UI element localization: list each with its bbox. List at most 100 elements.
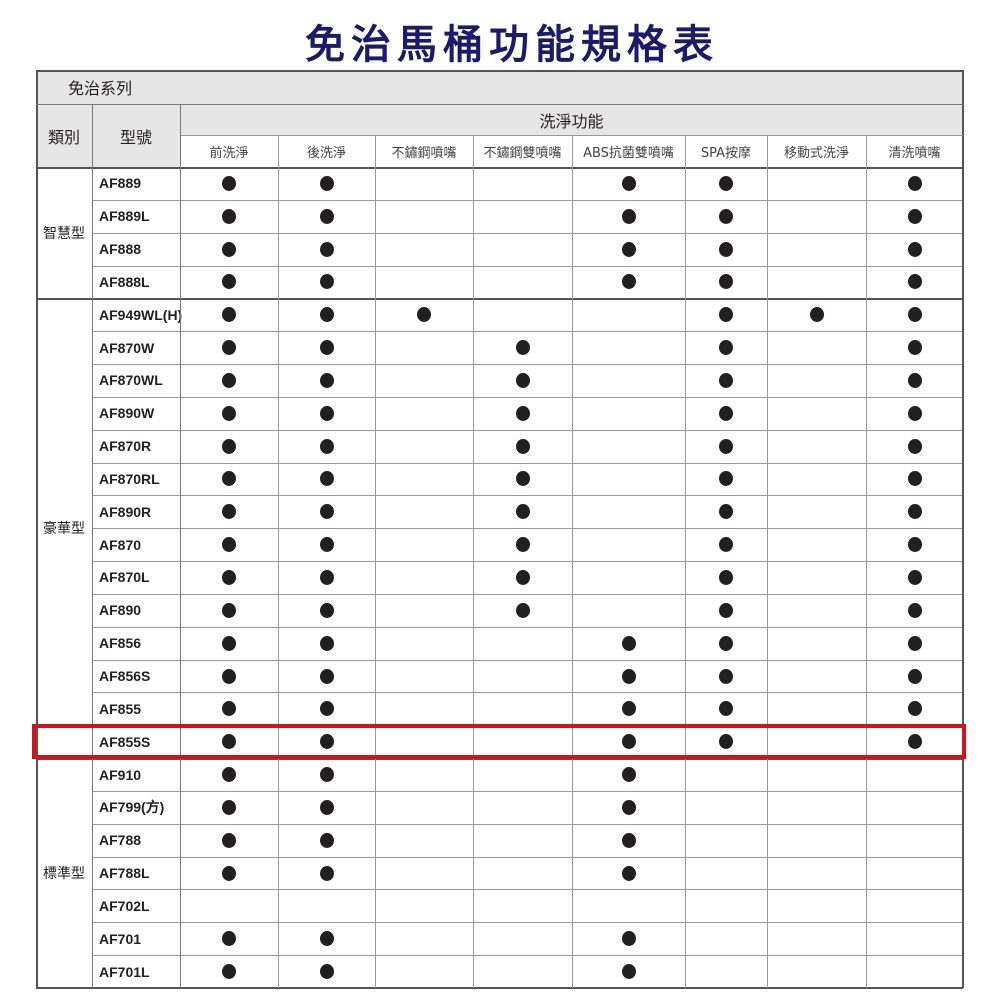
feature-cell	[767, 955, 866, 988]
feature-cell	[180, 955, 278, 988]
feature-dot-icon	[719, 175, 733, 191]
feature-cell	[572, 594, 685, 627]
feature-dot-icon	[222, 372, 236, 388]
feature-cell	[866, 889, 963, 922]
feature-dot-icon	[907, 405, 922, 421]
feature-dot-icon	[621, 175, 636, 191]
feature-header: 不鏽鋼雙噴嘴	[483, 145, 562, 161]
feature-cell	[278, 824, 375, 857]
feature-dot-icon	[719, 504, 733, 520]
feature-cell	[473, 397, 572, 430]
feature-dot-icon	[621, 668, 636, 684]
feature-dot-icon	[515, 504, 530, 520]
feature-dot-icon	[319, 734, 334, 750]
feature-cell	[685, 266, 767, 299]
feature-cell	[473, 791, 572, 824]
feature-dot-icon	[417, 307, 431, 323]
model-header: 型號	[92, 104, 180, 167]
feature-cell	[572, 331, 685, 364]
feature-cell	[685, 528, 767, 561]
feature-cell	[767, 922, 866, 955]
feature-dot-icon	[809, 307, 824, 323]
feature-cell	[473, 660, 572, 693]
feature-cell	[767, 298, 866, 331]
feature-dot-icon	[907, 340, 922, 356]
feature-header: 清洗噴嘴	[888, 145, 941, 161]
feature-cell	[767, 430, 866, 463]
feature-cell	[866, 233, 963, 266]
feature-cell	[767, 233, 866, 266]
feature-cell	[375, 889, 473, 922]
model-name: AF856S	[99, 668, 151, 684]
feature-cell	[866, 758, 963, 791]
feature-cell	[685, 364, 767, 397]
feature-dot-icon	[719, 701, 733, 717]
feature-cell	[767, 889, 866, 922]
feature-dot-icon	[907, 668, 922, 684]
feature-cell	[685, 692, 767, 725]
feature-cell	[473, 266, 572, 299]
feature-cell	[866, 824, 963, 857]
feature-dot-icon	[222, 964, 236, 980]
feature-cell	[473, 298, 572, 331]
feature-cell	[180, 791, 278, 824]
feature-cell	[572, 528, 685, 561]
grid-line	[92, 659, 963, 661]
feature-dot-icon	[719, 602, 733, 618]
category-label: 智慧型	[43, 225, 85, 242]
feature-cell	[473, 167, 572, 200]
feature-dot-icon	[515, 405, 530, 421]
grid-line	[278, 135, 279, 988]
feature-cell	[685, 200, 767, 233]
feature-cell	[572, 824, 685, 857]
feature-cell	[375, 495, 473, 528]
feature-dot-icon	[907, 307, 922, 323]
feature-cell	[278, 692, 375, 725]
feature-header: 後洗淨	[306, 145, 346, 161]
feature-dot-icon	[222, 504, 236, 520]
feature-header: 前洗淨	[209, 145, 249, 161]
feature-cell	[473, 692, 572, 725]
feature-cell	[278, 660, 375, 693]
feature-dot-icon	[515, 602, 530, 618]
feature-cell	[767, 857, 866, 890]
feature-dot-icon	[319, 767, 334, 783]
feature-cell	[180, 298, 278, 331]
feature-cell	[866, 266, 963, 299]
feature-cell	[278, 725, 375, 758]
model-name: AF870RL	[99, 470, 160, 487]
feature-cell	[866, 561, 963, 594]
model-name: AF702L	[99, 897, 150, 914]
feature-cell	[180, 824, 278, 857]
feature-cell	[278, 200, 375, 233]
model-name: AF788L	[99, 865, 150, 882]
feature-cell	[685, 167, 767, 200]
feature-cell	[685, 298, 767, 331]
feature-cell	[375, 364, 473, 397]
feature-cell	[572, 561, 685, 594]
feature-cell	[767, 561, 866, 594]
feature-dot-icon	[222, 274, 236, 290]
feature-dot-icon	[621, 931, 636, 947]
feature-dot-icon	[319, 274, 334, 290]
grid-line	[36, 298, 963, 301]
feature-dot-icon	[515, 340, 530, 356]
feature-cell	[866, 364, 963, 397]
model-name: AF856	[99, 635, 142, 652]
feature-cell	[180, 397, 278, 430]
feature-cell	[180, 889, 278, 922]
feature-cell	[473, 889, 572, 922]
feature-cell	[572, 889, 685, 922]
feature-cell	[767, 463, 866, 496]
feature-dot-icon	[621, 701, 636, 717]
feature-cell	[866, 430, 963, 463]
model-name: AF701	[99, 930, 142, 947]
feature-dot-icon	[222, 668, 236, 684]
feature-dot-icon	[907, 701, 922, 717]
feature-dot-icon	[719, 274, 733, 290]
feature-cell	[866, 167, 963, 200]
feature-cell	[866, 200, 963, 233]
page-title: 免治馬桶功能規格表	[305, 22, 719, 68]
feature-dot-icon	[907, 208, 922, 224]
feature-dot-icon	[319, 635, 334, 651]
